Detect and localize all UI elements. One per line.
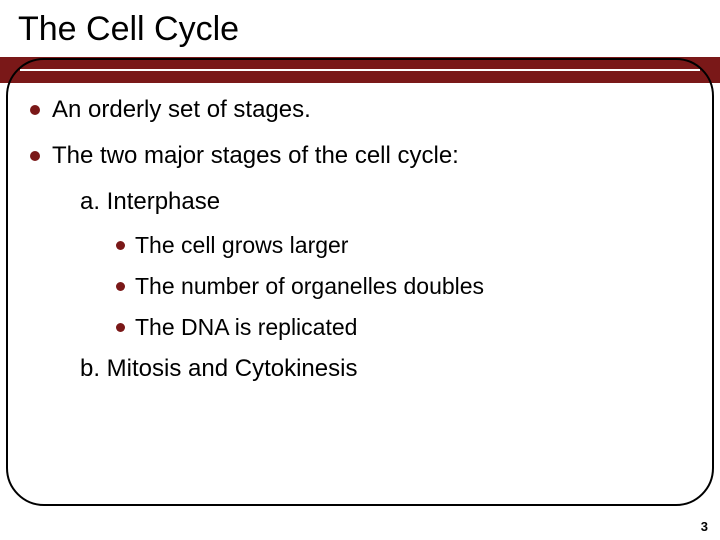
list-item: The two major stages of the cell cycle: xyxy=(30,142,690,170)
bullet-text: The two major stages of the cell cycle: xyxy=(52,142,459,170)
slide: The Cell Cycle An orderly set of stages.… xyxy=(0,0,720,540)
list-item: An orderly set of stages. xyxy=(30,96,690,124)
sub-label: b. Mitosis and Cytokinesis xyxy=(80,355,357,382)
accent-band-rule xyxy=(20,69,700,71)
sub-label: a. Interphase xyxy=(80,188,220,215)
list-item: The DNA is replicated xyxy=(116,314,690,341)
slide-title: The Cell Cycle xyxy=(0,0,720,57)
slide-header: The Cell Cycle xyxy=(0,0,720,83)
bullet-icon xyxy=(30,151,40,161)
accent-band xyxy=(0,57,720,83)
bullet-text: The number of organelles doubles xyxy=(135,273,484,300)
list-item: The number of organelles doubles xyxy=(116,273,690,300)
bullet-icon xyxy=(116,323,125,332)
bullet-icon xyxy=(116,241,125,250)
slide-body: An orderly set of stages. The two major … xyxy=(30,96,690,399)
bullet-text: An orderly set of stages. xyxy=(52,96,311,124)
page-number: 3 xyxy=(701,519,708,534)
bullet-icon xyxy=(116,282,125,291)
list-item: The cell grows larger xyxy=(116,232,690,259)
bullet-text: The cell grows larger xyxy=(135,232,348,259)
bullet-icon xyxy=(30,105,40,115)
list-item: b. Mitosis and Cytokinesis xyxy=(80,355,690,383)
bullet-text: The DNA is replicated xyxy=(135,314,357,341)
list-item: a. Interphase xyxy=(80,188,690,216)
